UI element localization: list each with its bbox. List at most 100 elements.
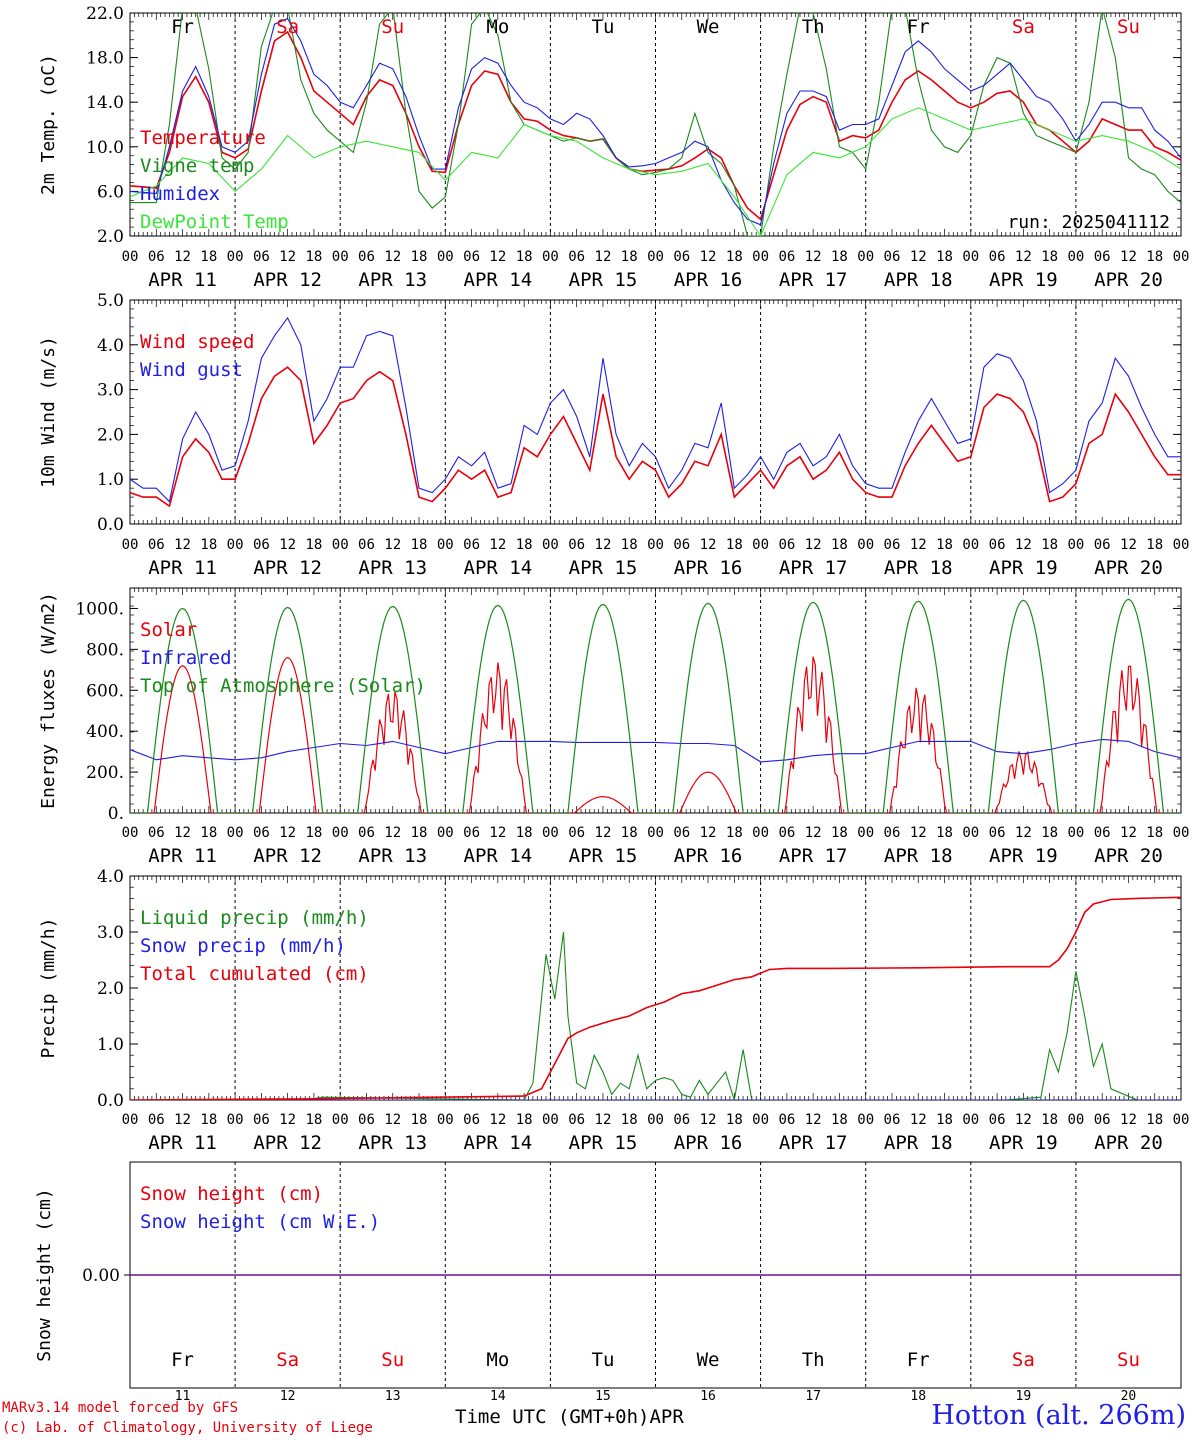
- panel-frame-1: [129, 299, 1182, 525]
- hour-label: 06: [463, 537, 480, 553]
- date-label: APR 12: [253, 557, 322, 579]
- date-label: APR 15: [569, 269, 638, 291]
- legend-4: Snow height (cm) Snow height (cm W.E.): [140, 1183, 380, 1233]
- hour-label: 12: [279, 249, 296, 265]
- hour-label: 00: [332, 1112, 349, 1128]
- day-number: 20: [1121, 1389, 1137, 1404]
- hour-label: 18: [411, 1112, 428, 1128]
- hour-label: 06: [148, 537, 165, 553]
- series-group-1: [130, 316, 1181, 508]
- hour-label: 12: [595, 537, 612, 553]
- hour-label: 18: [1041, 825, 1058, 841]
- date-label: APR 20: [1094, 269, 1163, 291]
- date-label: APR 16: [674, 557, 743, 579]
- hour-label: 06: [253, 825, 270, 841]
- hour-label: 00: [647, 825, 664, 841]
- date-label: APR 12: [253, 845, 322, 867]
- hour-label: 18: [726, 537, 743, 553]
- hour-label: 12: [489, 1112, 506, 1128]
- series-line: [130, 107, 1181, 236]
- hour-label: 18: [1041, 537, 1058, 553]
- hour-label: 00: [752, 537, 769, 553]
- date-label: APR 20: [1094, 557, 1163, 579]
- date-label: APR 17: [779, 1132, 848, 1154]
- hour-label: 18: [305, 825, 322, 841]
- y-tick-label: 18.0: [86, 49, 124, 69]
- y-tick-label: 5.0: [97, 291, 124, 311]
- hour-label: 18: [305, 537, 322, 553]
- legend-entry: Humidex: [140, 183, 220, 205]
- hour-label: 12: [489, 249, 506, 265]
- hour-label: 06: [778, 825, 795, 841]
- weekday-label: Tu: [592, 16, 615, 38]
- hour-label: 12: [805, 1112, 822, 1128]
- y-axis-label: Snow height (cm): [34, 1188, 55, 1361]
- x-axis-1: 00 06 12 18 APR 11 00 06 12 18 APR 12 00 06 12 18 APR …: [122, 537, 1190, 579]
- hour-label: 06: [989, 825, 1006, 841]
- hour-label: 00: [647, 537, 664, 553]
- day-number: 17: [805, 1389, 821, 1404]
- hour-label: 06: [673, 825, 690, 841]
- series-group-2: [130, 598, 1181, 813]
- y-tick-label: 1000.: [75, 599, 124, 619]
- hour-label: 00: [752, 825, 769, 841]
- weekday-label: Tu: [592, 1349, 615, 1371]
- hour-label: 00: [1067, 825, 1084, 841]
- y-tick-label: 0.0: [97, 1091, 124, 1111]
- hour-label: 06: [1094, 825, 1111, 841]
- weekday-label: Su: [1117, 1349, 1140, 1371]
- date-label: APR 12: [253, 1132, 322, 1154]
- weekday-label: We: [697, 16, 720, 38]
- date-label: APR 20: [1094, 845, 1163, 867]
- time-axis-month: APR: [649, 1406, 684, 1428]
- day-number: 14: [490, 1389, 506, 1404]
- hour-label: 12: [384, 249, 401, 265]
- hour-label: 00: [962, 1112, 979, 1128]
- hour-label: 18: [516, 249, 533, 265]
- day-number: 12: [280, 1389, 296, 1404]
- hour-label: 12: [489, 537, 506, 553]
- date-label: APR 14: [464, 1132, 533, 1154]
- hour-label: 12: [279, 1112, 296, 1128]
- legend-entry: Infrared: [140, 647, 232, 669]
- series-line: [130, 17, 1181, 226]
- run-annotation: run: 2025041112: [1007, 212, 1170, 233]
- y-axis-3: 4.0 3.0 2.0 1.0 0.0 Precip (mm/h): [38, 867, 1181, 1111]
- weekday-label: Sa: [276, 1349, 299, 1371]
- hour-label: 12: [384, 825, 401, 841]
- hour-label: 12: [700, 1112, 717, 1128]
- hour-label: 00: [542, 825, 559, 841]
- hour-label: 06: [989, 249, 1006, 265]
- hour-label: 12: [805, 249, 822, 265]
- hour-label: 00: [962, 249, 979, 265]
- hour-label: 00: [122, 537, 139, 553]
- date-label: APR 15: [569, 557, 638, 579]
- weekday-label: Th: [802, 16, 825, 38]
- hour-label: 00: [122, 1112, 139, 1128]
- y-axis-label: Energy fluxes (W/m2): [38, 592, 59, 809]
- hour-label: 12: [174, 1112, 191, 1128]
- hour-label: 06: [989, 537, 1006, 553]
- hour-label: 18: [621, 249, 638, 265]
- hour-label: 18: [831, 537, 848, 553]
- legend-entry: Snow height (cm W.E.): [140, 1211, 380, 1233]
- y-tick-label: 3.0: [97, 923, 124, 943]
- hour-label: 06: [463, 825, 480, 841]
- date-label: APR 17: [779, 845, 848, 867]
- panel-border: [129, 12, 1182, 237]
- hour-label: 18: [516, 825, 533, 841]
- series-line: [130, 366, 1181, 508]
- hour-label: 00: [962, 825, 979, 841]
- hour-label: 18: [200, 1112, 217, 1128]
- hour-label: 12: [384, 537, 401, 553]
- y-tick-label: 4.0: [97, 336, 124, 356]
- hour-label: 00: [1067, 249, 1084, 265]
- hour-label: 18: [621, 1112, 638, 1128]
- date-label: APR 15: [569, 845, 638, 867]
- series-line: [130, 931, 1181, 1100]
- legend-entry: Wind speed: [140, 331, 254, 353]
- weekday-label: Su: [1117, 16, 1140, 38]
- hour-label: 00: [542, 537, 559, 553]
- model-credit: MARv3.14 model forced by GFS: [2, 1400, 239, 1416]
- legend-entry: Snow height (cm): [140, 1183, 323, 1205]
